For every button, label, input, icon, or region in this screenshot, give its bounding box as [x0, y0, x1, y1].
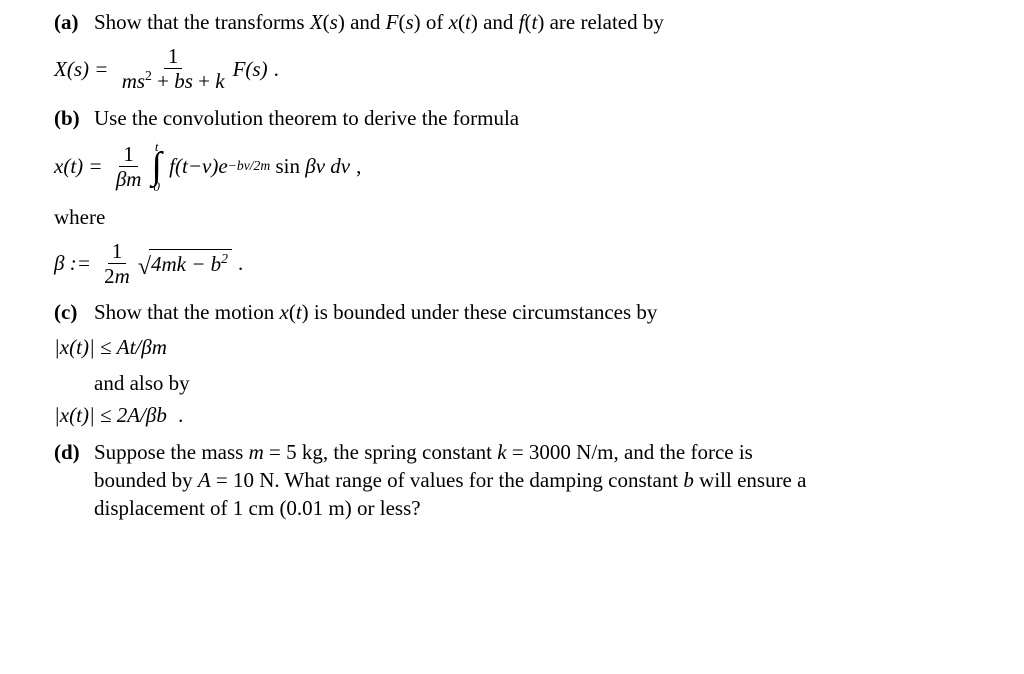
- part-a-label: (a): [54, 8, 94, 36]
- frac-den-b: βm: [112, 167, 146, 191]
- part-c-ineq1: |x(t)| ≤ At/βm: [54, 333, 984, 361]
- part-b-beta: β := 1 2m √ 4mk − b2 .: [54, 239, 984, 288]
- part-d-text: Suppose the mass m = 5 kg, the spring co…: [94, 438, 984, 523]
- part-b: (b) Use the convolution theorem to deriv…: [54, 104, 984, 132]
- part-d-label: (d): [54, 438, 94, 466]
- integral-icon: t ∫ 0: [149, 140, 163, 193]
- part-b-text: Use the convolution theorem to derive th…: [94, 104, 984, 132]
- part-c-ineq2: |x(t)| ≤ 2A/βb .: [54, 401, 984, 429]
- part-b-equation: x(t) = 1 βm t ∫ 0 f(t − v)e−bv/2m sin βv…: [54, 140, 984, 193]
- part-c-text: Show that the motion x(t) is bounded und…: [94, 298, 984, 326]
- sqrt-icon: √ 4mk − b2: [138, 249, 232, 278]
- part-a: (a) Show that the transforms X(s) and F(…: [54, 8, 984, 36]
- where-label: where: [54, 203, 984, 231]
- part-c-also: and also by: [94, 369, 984, 397]
- part-b-label: (b): [54, 104, 94, 132]
- problem-page: (a) Show that the transforms X(s) and F(…: [0, 0, 1024, 674]
- part-c-label: (c): [54, 298, 94, 326]
- part-a-text: Show that the transforms X(s) and F(s) o…: [94, 8, 984, 36]
- part-d: (d) Suppose the mass m = 5 kg, the sprin…: [54, 438, 984, 523]
- part-c: (c) Show that the motion x(t) is bounded…: [54, 298, 984, 326]
- frac-den: ms2 + bs + k: [118, 69, 229, 93]
- part-a-equation: X(s) = 1 ms2 + bs + k F(s) .: [54, 44, 984, 93]
- frac-num-b: 1: [119, 142, 138, 167]
- frac-num: 1: [164, 44, 183, 69]
